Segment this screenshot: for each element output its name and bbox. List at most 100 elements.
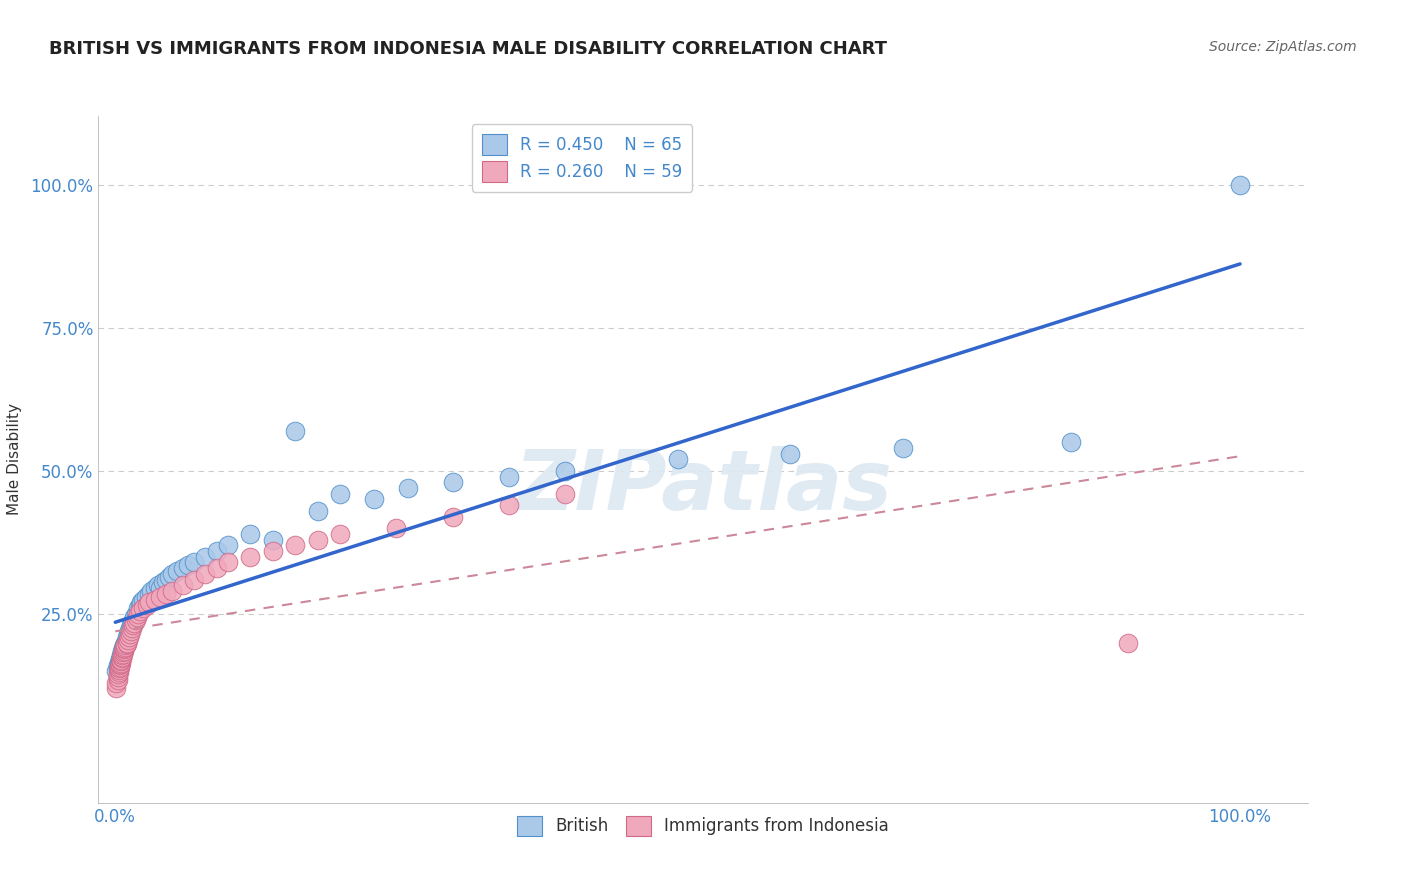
Point — [122, 613, 145, 627]
Point — [107, 658, 129, 673]
Point — [498, 498, 520, 512]
Point — [891, 441, 914, 455]
Point — [1229, 178, 1251, 192]
Point — [284, 424, 307, 438]
Point — [183, 555, 205, 570]
Point — [105, 681, 128, 696]
Point — [114, 635, 136, 649]
Point — [329, 526, 352, 541]
Point — [183, 573, 205, 587]
Point — [149, 590, 172, 604]
Point — [124, 609, 146, 624]
Point — [155, 587, 177, 601]
Point — [138, 595, 160, 609]
Point — [108, 654, 131, 668]
Point — [1060, 435, 1083, 450]
Point — [239, 526, 262, 541]
Point — [125, 609, 148, 624]
Point — [172, 561, 194, 575]
Point — [135, 599, 157, 613]
Point — [107, 667, 129, 681]
Point — [107, 663, 129, 677]
Point — [149, 581, 172, 595]
Point — [177, 558, 200, 573]
Point — [217, 555, 239, 570]
Point — [441, 509, 464, 524]
Point — [105, 675, 128, 690]
Point — [118, 624, 141, 639]
Point — [107, 656, 129, 670]
Point — [107, 670, 129, 684]
Point — [111, 648, 134, 662]
Point — [132, 592, 155, 607]
Point — [111, 649, 134, 664]
Point — [138, 587, 160, 601]
Text: ZIPatlas: ZIPatlas — [515, 446, 891, 527]
Point — [112, 640, 135, 654]
Point — [107, 659, 129, 673]
Point — [396, 481, 419, 495]
Point — [124, 613, 146, 627]
Point — [110, 656, 132, 670]
Point — [120, 618, 142, 632]
Point — [124, 607, 146, 621]
Point — [172, 578, 194, 592]
Point — [108, 659, 131, 673]
Point — [157, 570, 180, 584]
Point — [108, 658, 131, 673]
Text: Source: ZipAtlas.com: Source: ZipAtlas.com — [1209, 40, 1357, 54]
Point — [115, 632, 138, 647]
Point — [124, 615, 146, 630]
Point — [108, 653, 131, 667]
Point — [118, 621, 141, 635]
Point — [112, 641, 135, 656]
Point — [132, 601, 155, 615]
Point — [110, 654, 132, 668]
Point — [160, 566, 183, 581]
Point — [107, 661, 129, 675]
Point — [666, 452, 689, 467]
Point — [194, 566, 217, 581]
Point — [120, 624, 142, 639]
Point — [129, 595, 152, 609]
Point — [262, 544, 284, 558]
Point — [205, 561, 228, 575]
Point — [115, 637, 138, 651]
Point — [108, 657, 131, 671]
Point — [166, 564, 188, 578]
Point — [112, 641, 135, 656]
Point — [111, 644, 134, 658]
Point — [112, 642, 135, 657]
Point — [107, 661, 129, 675]
Point — [110, 649, 132, 664]
Point — [141, 584, 163, 599]
Point — [121, 621, 143, 635]
Point — [329, 487, 352, 501]
Point — [115, 630, 138, 644]
Point — [146, 578, 169, 592]
Point — [115, 635, 138, 649]
Point — [262, 533, 284, 547]
Point — [111, 651, 134, 665]
Point — [284, 538, 307, 552]
Point — [498, 469, 520, 483]
Text: BRITISH VS IMMIGRANTS FROM INDONESIA MALE DISABILITY CORRELATION CHART: BRITISH VS IMMIGRANTS FROM INDONESIA MAL… — [49, 40, 887, 58]
Point — [205, 544, 228, 558]
Point — [385, 521, 408, 535]
Point — [307, 504, 329, 518]
Point — [441, 475, 464, 490]
Point — [105, 664, 128, 678]
Point — [239, 549, 262, 564]
Point — [129, 599, 152, 613]
Point — [107, 657, 129, 672]
Point — [107, 665, 129, 680]
Point — [118, 630, 141, 644]
Point — [114, 639, 136, 653]
Point — [112, 644, 135, 658]
Point — [112, 647, 135, 661]
Point — [111, 647, 134, 661]
Point — [108, 651, 131, 665]
Point — [155, 573, 177, 587]
Point — [112, 645, 135, 659]
Point — [307, 533, 329, 547]
